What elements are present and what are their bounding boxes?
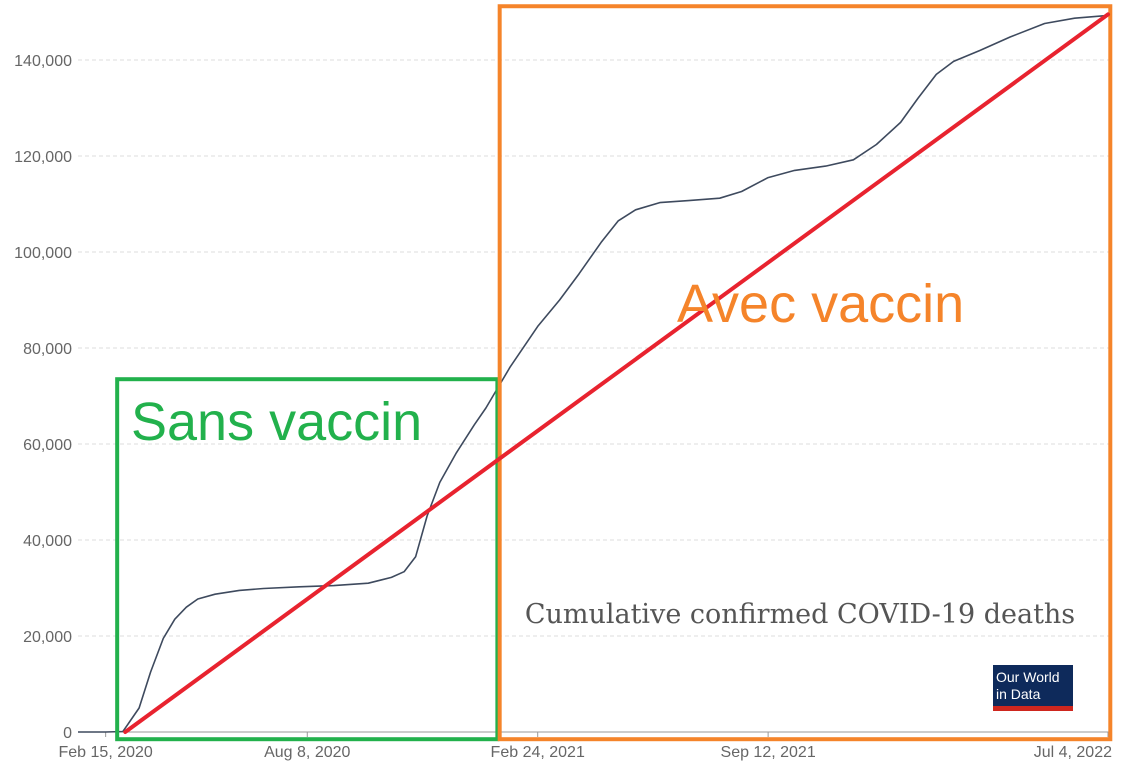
y-tick-label: 60,000 xyxy=(23,437,72,454)
y-tick-label: 120,000 xyxy=(14,149,72,166)
annotation-box xyxy=(497,4,1113,742)
x-tick-label: Feb 15, 2020 xyxy=(59,744,153,761)
series-line-deaths xyxy=(78,14,1109,733)
x-tick-label: Sep 12, 2021 xyxy=(721,744,816,761)
annotations-group xyxy=(115,4,1113,742)
y-tick-label: 20,000 xyxy=(23,629,72,646)
y-tick-label: 140,000 xyxy=(14,53,72,70)
x-tick-label: Feb 24, 2021 xyxy=(491,744,585,761)
logo-red-bar xyxy=(993,706,1073,711)
gridlines xyxy=(78,59,1112,637)
logo-line-2: in Data xyxy=(996,686,1041,702)
y-axis-ticks: 0 20,000 40,000 60,000 80,000 100,000 120,000 1… xyxy=(14,53,72,742)
logo-line-1: Our World xyxy=(996,669,1060,685)
trend-line xyxy=(123,12,1110,734)
y-tick-label: 40,000 xyxy=(23,533,72,550)
x-axis-ticks: Feb 15, 2020 Aug 8, 2020 Feb 24, 2021 Sep 1… xyxy=(59,732,1112,761)
y-tick-label: 100,000 xyxy=(14,245,72,262)
series-group xyxy=(78,14,1109,733)
annotation-box xyxy=(115,377,500,742)
y-tick-label: 0 xyxy=(63,725,72,742)
x-tick-label: Aug 8, 2020 xyxy=(264,744,350,761)
chart-title: Cumulative confirmed COVID-19 deaths xyxy=(525,599,1075,630)
sans-vaccin-label: Sans vaccin xyxy=(131,392,423,452)
x-tick-label: Jul 4, 2022 xyxy=(1034,744,1112,761)
y-tick-label: 80,000 xyxy=(23,341,72,358)
our-world-in-data-logo: Our World in Data xyxy=(993,665,1073,711)
avec-vaccin-label: Avec vaccin xyxy=(677,274,965,334)
